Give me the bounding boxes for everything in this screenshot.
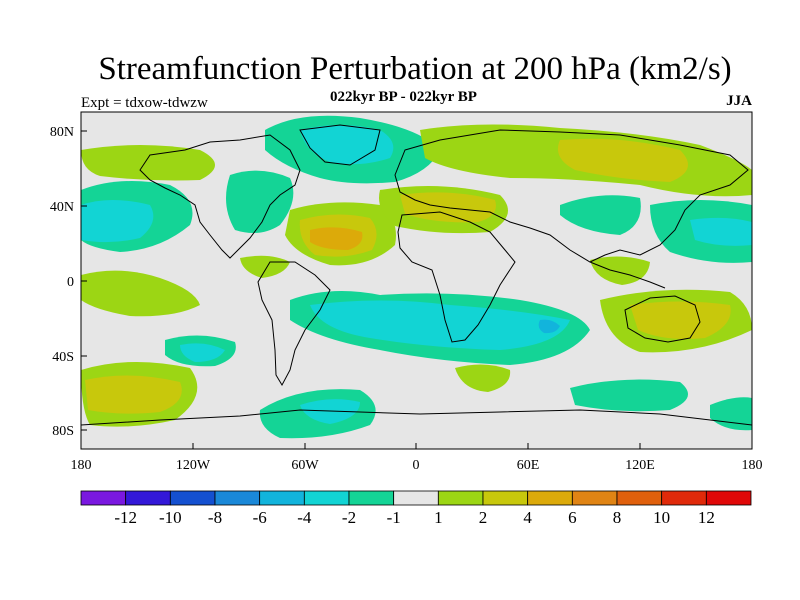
contour-region: [300, 399, 360, 424]
legend-label: -12: [114, 508, 137, 527]
contour-region: [226, 170, 294, 234]
y-tick-label: 0: [67, 275, 74, 290]
chart-subtitle: 022kyr BP - 022kyr BP: [330, 89, 477, 105]
y-tick-label: 80S: [52, 424, 74, 439]
color-legend: [80, 490, 752, 506]
legend-color-box: [616, 490, 663, 506]
coastline-north-america: [139, 134, 301, 259]
contour-region: [310, 227, 363, 250]
chart-title: Streamfunction Perturbation at 200 hPa (…: [98, 51, 732, 87]
contour-region: [310, 300, 570, 350]
contour-fields: [81, 115, 752, 439]
coastline-greenland: [299, 124, 381, 166]
legend-label: -8: [208, 508, 222, 527]
legend-label: 12: [698, 508, 715, 527]
contour-region: [180, 343, 225, 362]
legend-label: -6: [253, 508, 267, 527]
coastline-europe-asia: [394, 129, 749, 263]
coastlines: [81, 124, 752, 426]
legend-color-box: [303, 490, 350, 506]
legend-label: -2: [342, 508, 356, 527]
legend-color-box: [125, 490, 171, 506]
contour-region: [538, 319, 560, 334]
contour-region: [590, 256, 650, 285]
legend-label: 2: [479, 508, 488, 527]
contour-region: [630, 301, 731, 339]
experiment-label: Expt = tdxow-tdwzw: [81, 95, 208, 111]
coastline-southeast-asia: [589, 261, 666, 289]
x-tick-label: 120E: [625, 458, 655, 473]
contour-region: [455, 364, 511, 392]
contour-region: [81, 270, 200, 317]
y-tick-label: 80N: [50, 125, 74, 140]
legend-label: 8: [613, 508, 622, 527]
legend-color-box: [705, 490, 752, 506]
legend-label: -4: [297, 508, 312, 527]
coastline-africa: [397, 211, 516, 343]
legend-color-box: [214, 490, 261, 506]
contour-region: [81, 200, 154, 243]
x-tick-label: 120W: [176, 458, 211, 473]
legend-color-box: [437, 490, 484, 506]
contour-region: [710, 397, 752, 431]
season-label: JJA: [726, 93, 752, 109]
x-tick-label: 0: [413, 458, 420, 473]
y-tick-label: 40N: [50, 200, 74, 215]
contour-region: [81, 145, 215, 181]
x-tick-label: 180: [71, 458, 92, 473]
coastline-antarctica: [81, 409, 752, 426]
legend-label: -10: [159, 508, 182, 527]
legend-label: 6: [568, 508, 577, 527]
tick-marks: [80, 130, 753, 449]
legend-color-box: [259, 490, 305, 506]
legend-color-box: [80, 490, 127, 506]
contour-region: [557, 138, 688, 182]
legend-color-box: [571, 490, 618, 506]
legend-label: 1: [434, 508, 443, 527]
contour-region: [690, 217, 752, 246]
legend-color-box: [482, 490, 529, 506]
contour-region: [570, 379, 688, 412]
x-tick-label: 60E: [517, 458, 540, 473]
legend-labels: -12 -10 -8 -6 -4 -2 -1 1 2 4 6 8 10 12: [114, 508, 715, 527]
contour-region: [240, 255, 290, 278]
legend-color-box: [169, 490, 216, 506]
x-tick-label: 60W: [291, 458, 319, 473]
legend-color-box: [661, 490, 707, 506]
contour-region: [560, 195, 641, 235]
legend-label: 10: [653, 508, 670, 527]
legend-label: 4: [523, 508, 532, 527]
y-tick-label: 40S: [52, 350, 74, 365]
coastline-south-america: [257, 261, 331, 387]
coastline-australia: [624, 295, 701, 343]
contour-region: [300, 125, 394, 165]
contour-region: [85, 375, 182, 414]
x-tick-label: 180: [742, 458, 763, 473]
legend-color-box: [527, 490, 573, 506]
legend-color-box: [348, 490, 395, 506]
legend-color-box: [393, 490, 439, 506]
legend-label: -1: [387, 508, 401, 527]
